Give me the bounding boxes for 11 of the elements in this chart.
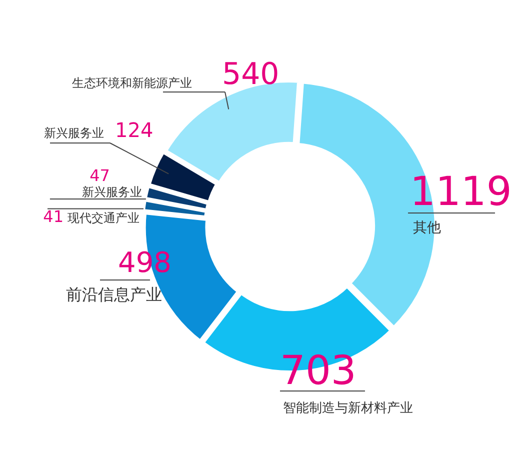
data-label: 124 — [115, 118, 154, 142]
slice-label: 新兴服务业 — [82, 185, 142, 200]
slice-label: 现代交通产业 — [68, 210, 140, 225]
slice-label: 智能制造与新材料产业 — [283, 401, 413, 416]
slice-label: 前沿信息产业 — [66, 285, 162, 304]
slice-label: 生态环境和新能源产业 — [72, 76, 192, 90]
slice-label: 新兴服务业 — [44, 126, 104, 140]
data-label: 41 — [43, 206, 64, 226]
data-label: 47 — [90, 166, 110, 186]
data-label: 540 — [222, 57, 280, 92]
data-label: 1119 — [410, 169, 512, 215]
